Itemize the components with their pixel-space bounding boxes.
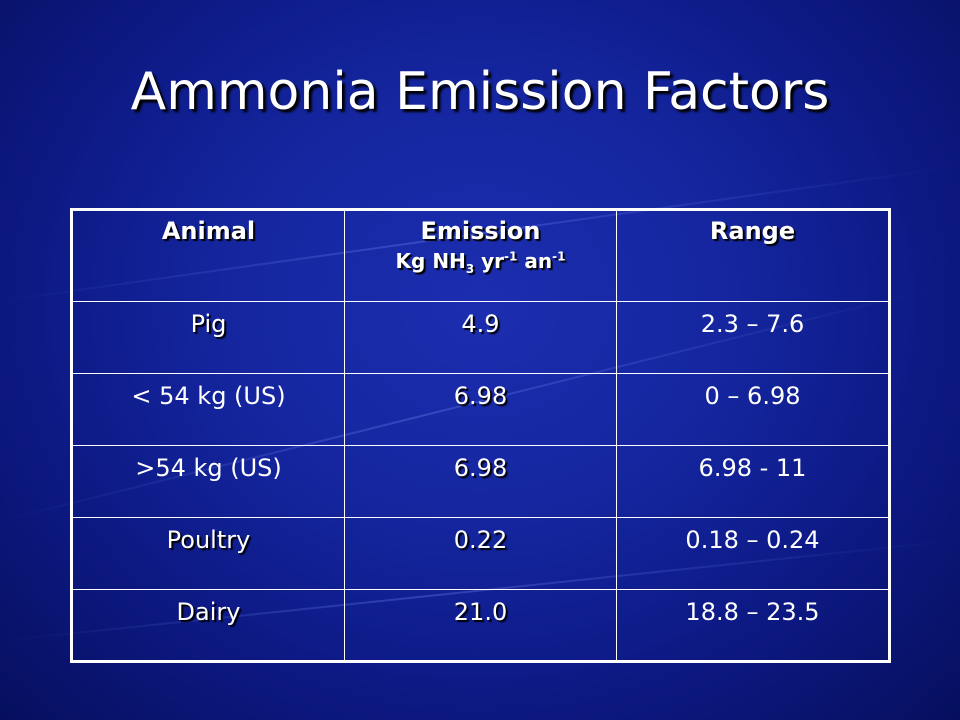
emission-factors-table: Animal Emission Kg NH3 yr-1 an-1 Range P… <box>70 208 891 663</box>
emission-value: 6.98 <box>453 454 508 482</box>
cell-animal: >54 kg (US) <box>71 445 345 518</box>
cell-range: 0.18 – 0.24 <box>616 517 890 590</box>
header-emission: Emission Kg NH3 yr-1 an-1 <box>344 209 617 302</box>
emission-value: 4.9 <box>461 310 500 338</box>
unit-sup-yr: -1 <box>504 249 518 264</box>
animal-name: >54 kg (US) <box>135 454 282 482</box>
cell-range: 2.3 – 7.6 <box>616 301 890 374</box>
cell-animal: < 54 kg (US) <box>71 373 345 446</box>
range-value: 6.98 - 11 <box>698 454 807 482</box>
emission-value: 6.98 <box>453 382 508 410</box>
table-row: < 54 kg (US) 6.98 0 – 6.98 <box>71 373 890 446</box>
emission-unit: Kg NH3 yr-1 an-1 <box>345 249 616 276</box>
cell-emission: 21.0 <box>344 589 617 662</box>
cell-emission: 4.9 <box>344 301 617 374</box>
cell-animal: Dairy <box>71 589 345 662</box>
table-header-row: Animal Emission Kg NH3 yr-1 an-1 Range <box>71 209 890 302</box>
header-range: Range <box>616 209 890 302</box>
animal-name: Poultry <box>166 526 251 554</box>
animal-name: Dairy <box>176 598 241 626</box>
emission-value: 0.22 <box>453 526 508 554</box>
slide-title: Ammonia Emission Factors <box>130 62 830 122</box>
header-animal: Animal <box>71 209 345 302</box>
cell-animal: Pig <box>71 301 345 374</box>
header-animal-label: Animal <box>161 217 256 245</box>
emission-value: 21.0 <box>453 598 508 626</box>
cell-range: 0 – 6.98 <box>616 373 890 446</box>
table-row: Poultry 0.22 0.18 – 0.24 <box>71 517 890 590</box>
unit-sup-an: -1 <box>552 249 566 264</box>
unit-sub-3: 3 <box>465 262 475 276</box>
table-row: Dairy 21.0 18.8 – 23.5 <box>71 589 890 662</box>
cell-animal: Poultry <box>71 517 345 590</box>
animal-name: Pig <box>190 310 227 338</box>
range-value: 0.18 – 0.24 <box>685 526 820 554</box>
table-row: Pig 4.9 2.3 – 7.6 <box>71 301 890 374</box>
unit-kg-nh: Kg NH <box>395 249 466 273</box>
header-emission-label: Emission <box>420 217 541 245</box>
cell-range: 18.8 – 23.5 <box>616 589 890 662</box>
range-value: 2.3 – 7.6 <box>700 310 805 338</box>
range-value: 0 – 6.98 <box>704 382 801 410</box>
animal-name: < 54 kg (US) <box>131 382 286 410</box>
unit-an: an <box>517 249 553 273</box>
cell-range: 6.98 - 11 <box>616 445 890 518</box>
cell-emission: 6.98 <box>344 445 617 518</box>
table-row: >54 kg (US) 6.98 6.98 - 11 <box>71 445 890 518</box>
range-value: 18.8 – 23.5 <box>685 598 820 626</box>
header-range-label: Range <box>709 217 796 245</box>
unit-yr: yr <box>474 249 505 273</box>
cell-emission: 6.98 <box>344 373 617 446</box>
cell-emission: 0.22 <box>344 517 617 590</box>
